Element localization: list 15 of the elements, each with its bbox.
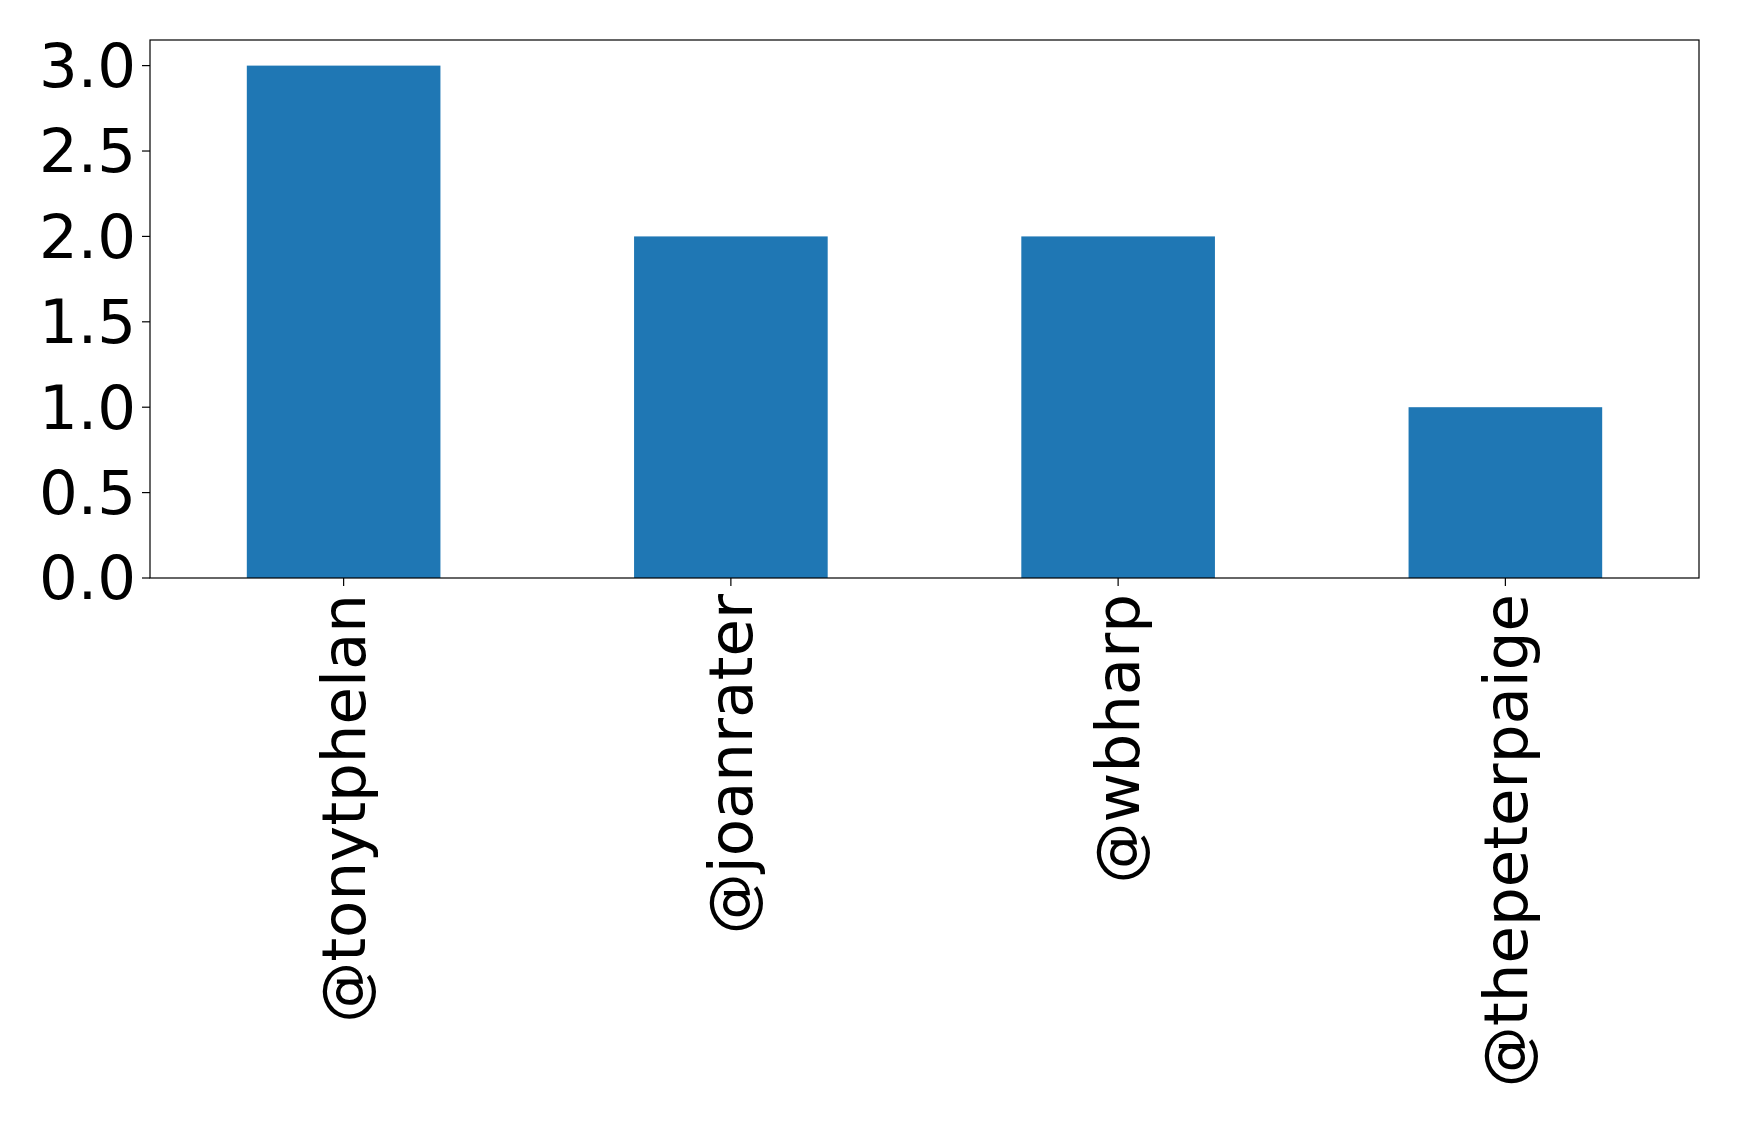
y-tick-label: 1.5	[38, 286, 136, 358]
bar	[1408, 407, 1603, 578]
y-tick-label: 3.0	[38, 29, 136, 101]
y-tick-label: 0.0	[38, 542, 136, 614]
x-tick-label: @wbharp	[1082, 594, 1154, 884]
x-tick-label: @tonytphelan	[307, 594, 379, 1023]
x-tick-label: @thepeterpaige	[1469, 594, 1541, 1088]
y-tick-label: 0.5	[38, 456, 136, 528]
bar	[1021, 236, 1215, 578]
y-tick-label: 2.5	[38, 115, 136, 187]
bar	[246, 65, 441, 578]
x-tick-label: @joanrater	[695, 593, 767, 935]
y-tick-label: 2.0	[38, 200, 136, 272]
y-tick-label: 1.0	[38, 371, 136, 443]
bar	[634, 236, 828, 578]
